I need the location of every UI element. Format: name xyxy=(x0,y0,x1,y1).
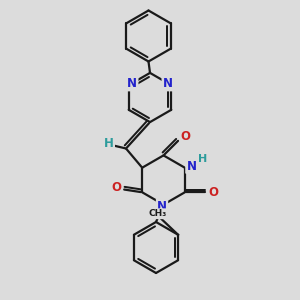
Text: H: H xyxy=(198,154,207,164)
Text: H: H xyxy=(104,137,114,151)
Text: N: N xyxy=(186,160,197,173)
Text: N: N xyxy=(163,77,173,90)
Text: O: O xyxy=(111,181,121,194)
Text: CH₃: CH₃ xyxy=(149,209,167,218)
Text: O: O xyxy=(181,130,191,143)
Text: N: N xyxy=(127,77,137,90)
Text: N: N xyxy=(157,200,167,213)
Text: O: O xyxy=(208,186,218,199)
